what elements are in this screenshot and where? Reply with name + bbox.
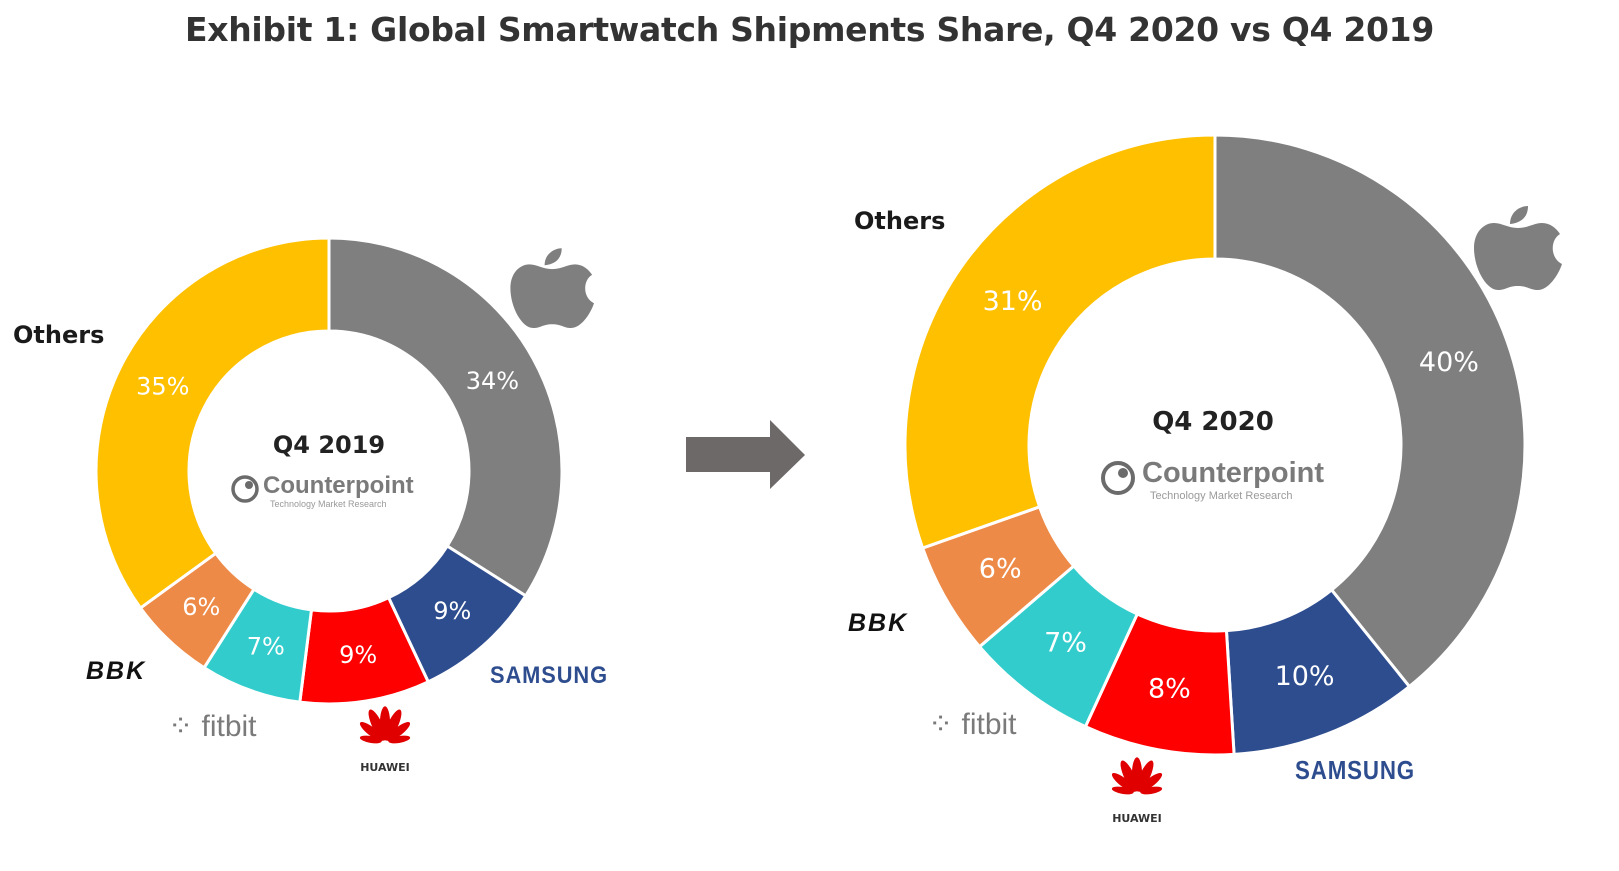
huawei-label-2020: HUAWEI [1112,812,1162,825]
counterpoint-logo-icon [231,475,259,503]
slice-labels-q4-2019: 34% 9% 9% 7% 6% 35% [136,367,519,669]
slice-label-samsung-q4-2019: 9% [433,597,471,625]
slice-label-bbk-q4-2019: 6% [182,593,220,621]
fitbit-wordmark: fitbit [201,710,257,743]
transition-arrow-icon [686,420,805,489]
slice-label-others-q4-2019: 35% [136,372,189,400]
fitbit-wordmark: fitbit [961,708,1017,741]
bbk-label-2020: BBK [848,609,908,637]
slice-others-q4-2020 [903,133,1217,550]
counterpoint-name: Counterpoint [263,472,414,499]
slice-labels-q4-2020: 40% 10% 8% 7% 6% 31% [979,286,1479,704]
huawei-label-2019: HUAWEI [360,761,410,774]
slice-label-fitbit-q4-2019: 7% [247,632,285,660]
donut-chart-q4-2019: 34% 9% 9% 7% 6% 35% Q4 2019 Counterpoint Tech… [94,236,564,706]
slice-others-q4-2019 [94,236,331,611]
counterpoint-watermark-2020: Counterpoint Technology Market Research [1101,457,1324,502]
slice-label-samsung-q4-2020: 10% [1275,661,1335,692]
slices-q4-2020 [903,133,1527,757]
slice-label-huawei-q4-2019: 9% [339,641,377,669]
samsung-label-2020: SAMSUNG [1295,755,1415,785]
slice-label-fitbit-q4-2020: 7% [1044,627,1087,658]
counterpoint-tagline: Technology Market Research [270,499,387,509]
slice-label-others-q4-2020: 31% [983,286,1043,317]
others-label-2019: Others [13,321,104,349]
huawei-logo-icon-2020 [1111,757,1163,795]
donut-chart-q4-2020: 40% 10% 8% 7% 6% 31% Q4 2020 Counterpoint Tec… [903,133,1527,757]
slices-q4-2019 [94,236,564,706]
apple-logo-icon-2019 [510,248,594,328]
slice-label-apple-q4-2020: 40% [1419,347,1479,378]
others-label-2020: Others [854,207,945,235]
counterpoint-watermark-2019: Counterpoint Technology Market Research [231,472,414,509]
slice-label-bbk-q4-2020: 6% [979,554,1022,585]
bbk-label-2019: BBK [86,657,146,685]
center-label-q4-2020: Q4 2020 [1152,407,1274,437]
fitbit-label-2019: ⁘ fitbit [168,710,257,743]
slice-apple-q4-2020 [1213,133,1527,689]
counterpoint-name: Counterpoint [1142,457,1324,489]
counterpoint-tagline: Technology Market Research [1150,490,1292,502]
slice-label-apple-q4-2019: 34% [466,367,519,395]
fitbit-label-2020: ⁘ fitbit [928,708,1017,741]
slice-apple-q4-2019 [327,236,564,598]
apple-logo-icon-2020 [1474,206,1562,290]
chart-title: Exhibit 1: Global Smartwatch Shipments S… [185,10,1434,49]
center-label-q4-2019: Q4 2019 [273,431,385,459]
counterpoint-logo-icon [1101,461,1135,495]
huawei-logo-icon-2019 [359,706,411,744]
samsung-label-2019: SAMSUNG [490,662,608,689]
slice-label-huawei-q4-2020: 8% [1148,673,1191,704]
